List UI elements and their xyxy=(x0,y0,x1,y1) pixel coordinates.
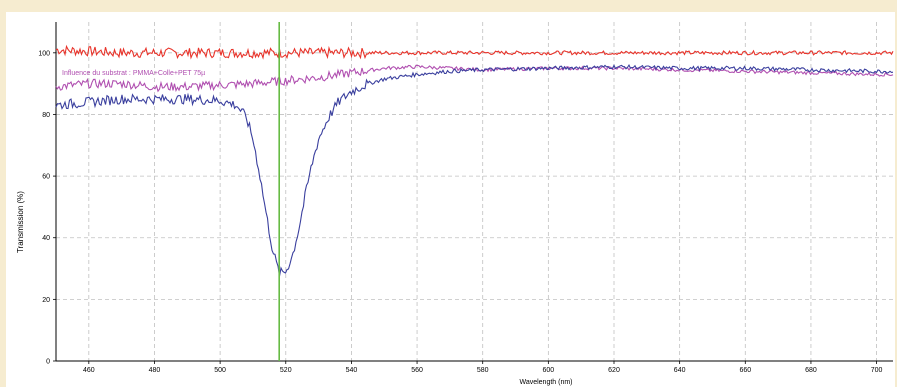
x-axis-label: Wavelength (nm) xyxy=(519,379,572,386)
x-tick-label: 700 xyxy=(871,367,883,374)
y-tick-label: 0 xyxy=(46,359,50,366)
y-tick-label: 60 xyxy=(42,174,50,181)
y-axis-label: Transmission (%) xyxy=(16,191,25,253)
x-tick-label: 680 xyxy=(805,367,817,374)
series-line-1 xyxy=(55,44,894,60)
axes xyxy=(55,22,893,362)
x-tick-label: 560 xyxy=(411,367,423,374)
x-tick-label: 580 xyxy=(477,367,489,374)
x-tick-label: 640 xyxy=(674,367,686,374)
y-tick-label: 80 xyxy=(42,112,50,119)
substrate-annotation: Influence du substrat : PMMA+Colle+PET 7… xyxy=(62,70,205,77)
y-tick-labels: 0 20 40 60 80 100 xyxy=(38,50,56,366)
x-tick-label: 620 xyxy=(608,367,620,374)
y-tick-label: 100 xyxy=(38,50,50,57)
y-tick-label: 20 xyxy=(42,297,50,304)
x-tick-label: 540 xyxy=(346,367,358,374)
x-tick-label: 500 xyxy=(214,367,226,374)
grid xyxy=(56,22,893,361)
series-lines xyxy=(55,44,894,277)
x-tick-labels: 460 480 500 520 540 560 580 600 620 640 660 680 700 xyxy=(83,361,883,374)
x-tick-label: 520 xyxy=(280,367,292,374)
y-tick-label: 40 xyxy=(42,235,50,242)
x-tick-label: 660 xyxy=(739,367,751,374)
x-tick-label: 480 xyxy=(149,367,161,374)
chart-panel: 460 480 500 520 540 560 580 600 620 640 660 680 700 … xyxy=(6,12,895,387)
transmission-chart: 460 480 500 520 540 560 580 600 620 640 660 680 700 … xyxy=(16,22,894,386)
x-tick-label: 600 xyxy=(543,367,555,374)
series-line-3 xyxy=(55,63,894,277)
x-tick-label: 460 xyxy=(83,367,95,374)
